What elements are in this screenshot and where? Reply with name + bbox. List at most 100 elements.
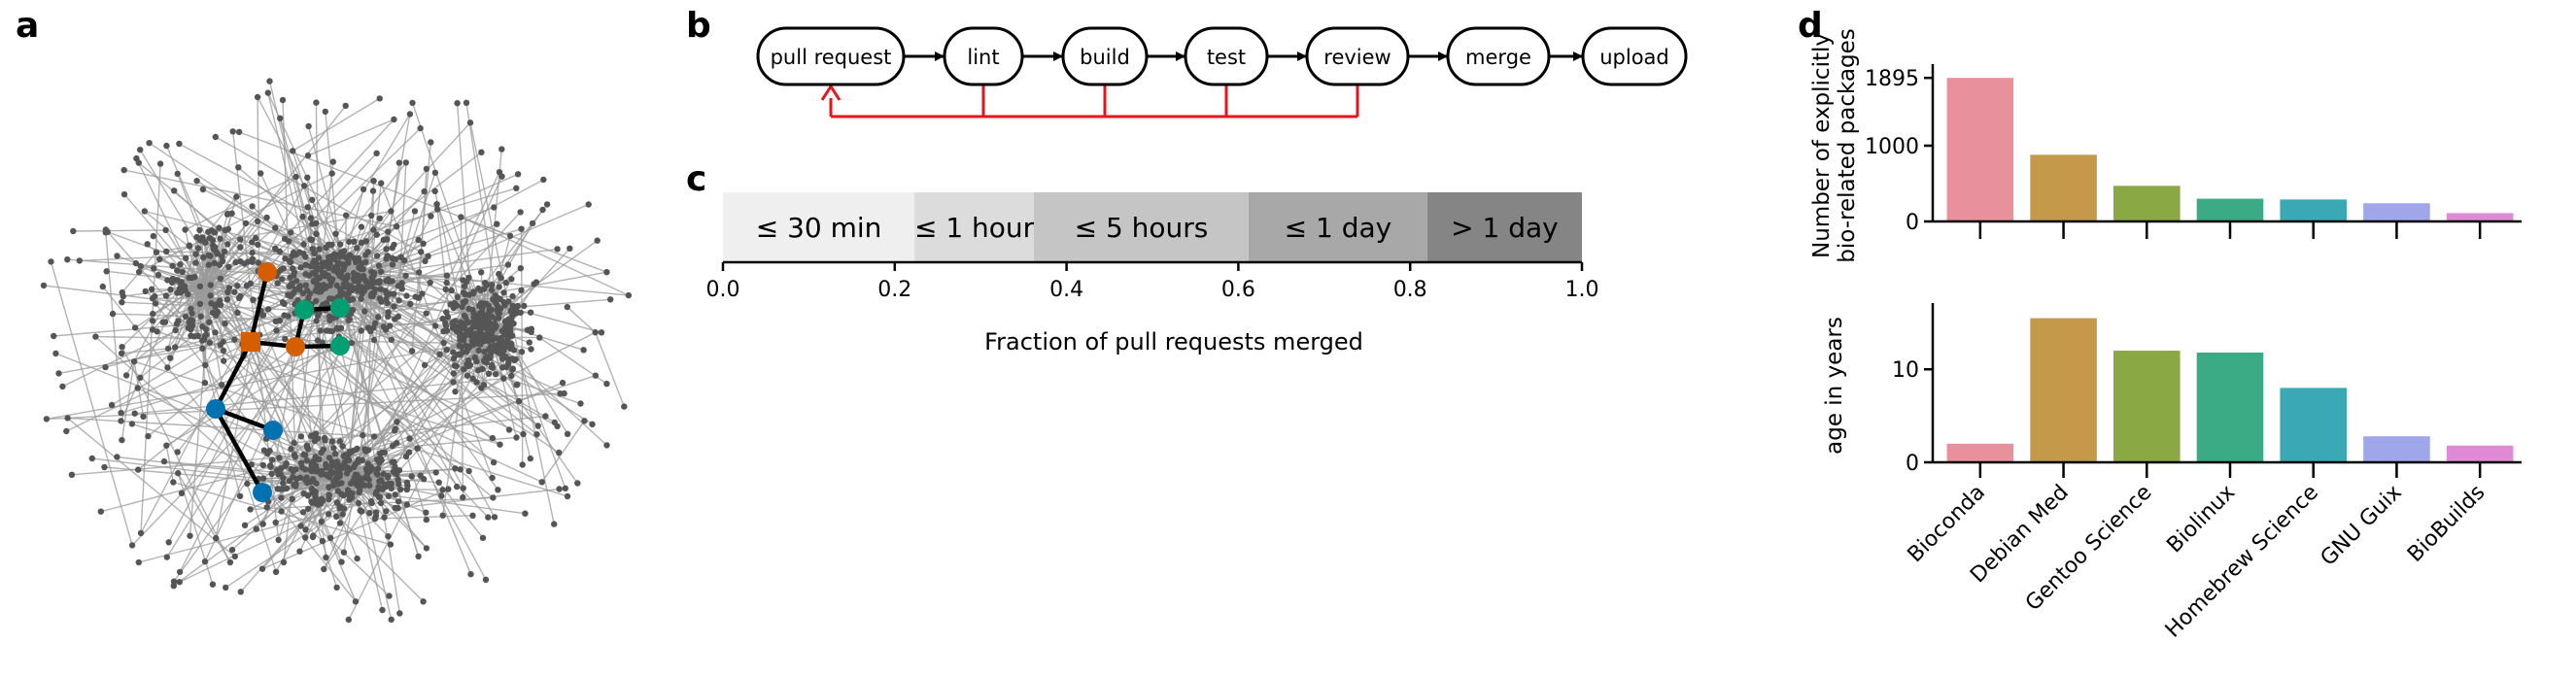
network-node [276,455,283,461]
network-node [421,187,428,195]
network-node [211,259,218,267]
network-node [170,578,178,585]
network-node [289,280,295,287]
network-node [213,312,220,319]
network-node [285,291,292,298]
network-node [370,226,377,233]
network-node [43,416,51,422]
network-node [453,362,460,370]
feedback-lines [820,84,1359,118]
network-edge [167,279,524,435]
network-node [326,455,333,461]
network-node [280,480,287,487]
network-node [274,280,281,287]
network-node [522,510,529,517]
workflow-step-merge: merge [1446,26,1551,86]
network-node [199,186,207,193]
network-node [368,281,376,287]
network-node [342,464,350,471]
network-node [350,275,357,283]
network-node [362,448,369,455]
bar-Gentoo-Science [2113,186,2181,221]
network-edge [131,320,350,546]
network-node [385,492,392,499]
network-node [320,446,327,453]
network-node [119,344,125,351]
network-edge [152,308,191,321]
network-node [415,269,423,276]
network-node [443,279,450,287]
network-node [201,380,209,387]
network-edge [275,470,395,524]
network-node [144,241,151,248]
network-node [492,371,499,378]
network-edge [461,216,607,273]
network-node [52,350,59,357]
network-node [423,165,430,173]
network-node [505,298,512,305]
network-node [432,469,439,476]
network-node [518,225,525,232]
network-node [488,287,496,293]
network-node [402,272,409,279]
network-node [487,322,494,330]
network-edge [204,315,319,562]
network-node [135,159,142,166]
network-node [500,289,507,296]
network-node [219,257,226,265]
network-node [217,297,223,304]
network-node [521,302,528,310]
network-node [351,463,358,471]
network-node [328,438,335,445]
network-node [463,99,470,107]
network-node [311,257,318,264]
network-node [442,286,449,293]
network-node [212,329,219,336]
network-node [228,546,236,554]
network-node [443,272,450,279]
network-edge [383,172,436,327]
network-node [338,480,345,487]
network-node [469,512,476,519]
network-node [505,426,513,433]
network-node [448,287,455,294]
network-node [59,383,66,390]
network-node [304,492,312,499]
network-node [273,467,281,474]
network-node [207,292,214,299]
network-node [312,287,319,294]
network-node [388,485,395,491]
network-node [392,316,398,322]
panel-label-d: d [1798,6,1823,46]
network-node [621,403,628,410]
network-node [202,361,209,369]
x-tick-label: 0.2 [877,278,911,302]
network-node [171,187,178,194]
workflow-step-lint: lint [943,26,1024,86]
network-node [317,265,324,272]
network-node [378,180,385,186]
network-node [40,282,48,289]
network-node [326,254,332,260]
network-edge [187,294,241,496]
network-node [320,282,327,288]
network-node [392,491,398,498]
network-node [307,215,315,221]
network-edge [541,420,585,483]
network-node [388,336,395,343]
network-node [472,313,480,320]
network-node [434,206,441,213]
network-node [336,272,343,280]
network-node [182,313,189,320]
network-node [431,169,439,176]
network-node [332,230,339,237]
network-node [337,288,344,295]
bar-Homebrew-Science [2280,199,2347,221]
network-node [469,319,477,325]
network-node [349,296,357,303]
network-node [540,176,547,184]
network-node [507,307,514,315]
network-node [363,279,370,286]
network-node [88,455,96,462]
network-node [221,357,227,364]
